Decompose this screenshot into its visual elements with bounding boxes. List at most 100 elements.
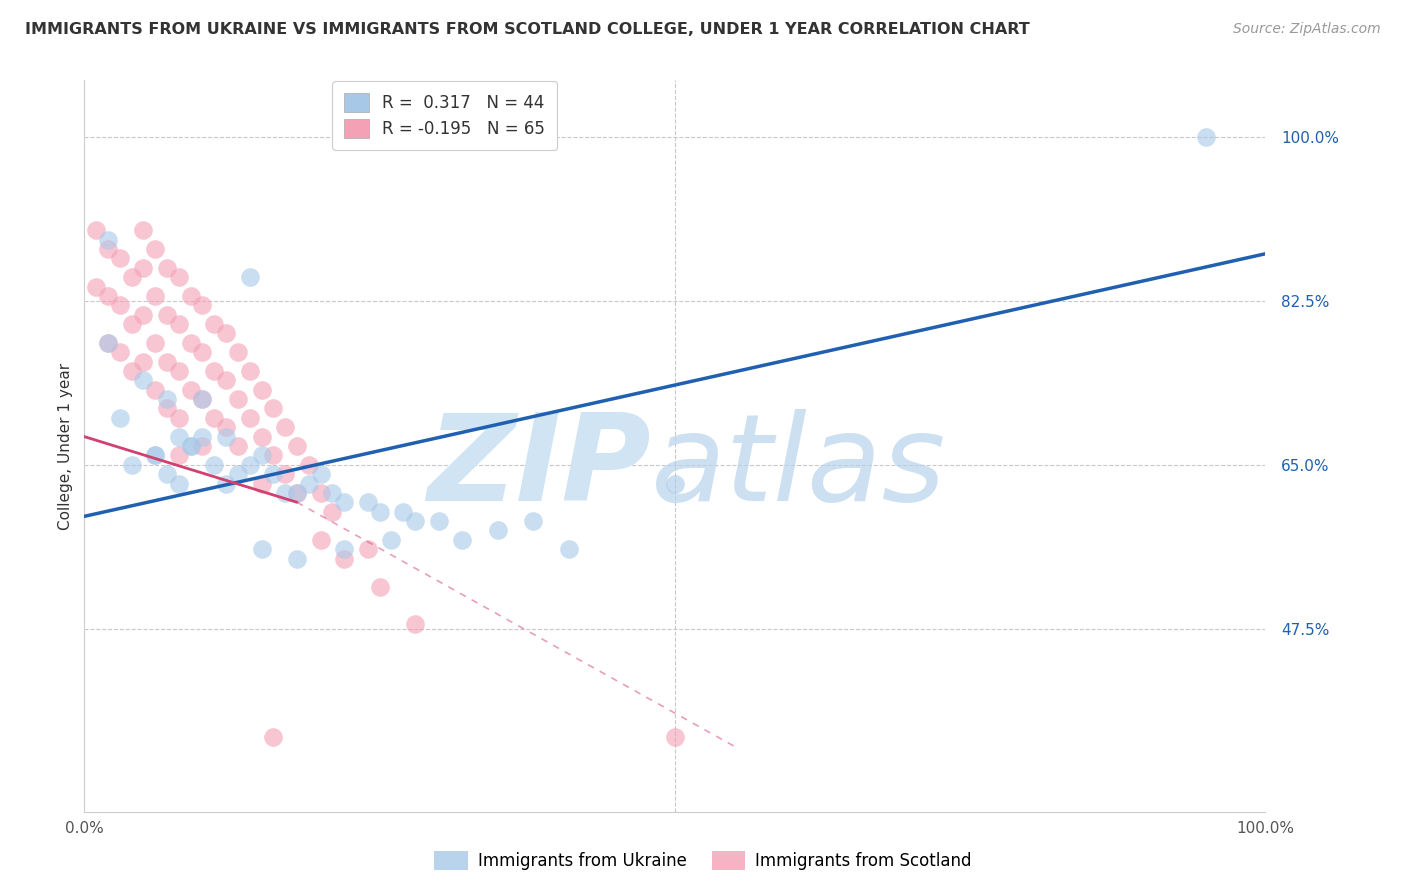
Text: Source: ZipAtlas.com: Source: ZipAtlas.com bbox=[1233, 22, 1381, 37]
Point bbox=[250, 449, 273, 463]
Point bbox=[226, 345, 249, 359]
Y-axis label: College, Under 1 year: College, Under 1 year bbox=[58, 362, 73, 530]
Point bbox=[108, 298, 131, 312]
Point bbox=[215, 429, 238, 443]
Point bbox=[191, 345, 214, 359]
Point bbox=[557, 542, 579, 557]
Point bbox=[97, 335, 120, 350]
Point bbox=[156, 392, 179, 406]
Point bbox=[132, 223, 155, 237]
Point bbox=[664, 476, 686, 491]
Point bbox=[262, 730, 284, 744]
Text: ZIP: ZIP bbox=[427, 409, 651, 526]
Point bbox=[121, 458, 143, 472]
Point bbox=[250, 542, 273, 557]
Point bbox=[156, 354, 179, 368]
Point bbox=[191, 298, 214, 312]
Point bbox=[664, 730, 686, 744]
Point bbox=[239, 270, 262, 285]
Point bbox=[167, 449, 190, 463]
Point bbox=[392, 505, 415, 519]
Point bbox=[108, 252, 131, 266]
Legend: Immigrants from Ukraine, Immigrants from Scotland: Immigrants from Ukraine, Immigrants from… bbox=[427, 844, 979, 877]
Point bbox=[226, 467, 249, 482]
Point bbox=[404, 617, 426, 632]
Point bbox=[486, 524, 509, 538]
Point bbox=[451, 533, 474, 547]
Point bbox=[84, 223, 107, 237]
Point bbox=[226, 392, 249, 406]
Point bbox=[522, 514, 544, 528]
Legend: R =  0.317   N = 44, R = -0.195   N = 65: R = 0.317 N = 44, R = -0.195 N = 65 bbox=[332, 81, 557, 150]
Point bbox=[191, 392, 214, 406]
Point bbox=[108, 345, 131, 359]
Point bbox=[309, 533, 332, 547]
Point bbox=[191, 429, 214, 443]
Point bbox=[97, 335, 120, 350]
Point bbox=[167, 476, 190, 491]
Point bbox=[1195, 129, 1218, 144]
Point bbox=[239, 364, 262, 378]
Point bbox=[167, 429, 190, 443]
Point bbox=[202, 458, 225, 472]
Point bbox=[97, 242, 120, 256]
Point bbox=[202, 410, 225, 425]
Point bbox=[333, 495, 356, 509]
Point bbox=[274, 420, 297, 434]
Point bbox=[167, 410, 190, 425]
Point bbox=[285, 486, 308, 500]
Point bbox=[121, 270, 143, 285]
Point bbox=[215, 373, 238, 387]
Point bbox=[285, 486, 308, 500]
Point bbox=[156, 308, 179, 322]
Point bbox=[97, 233, 120, 247]
Point bbox=[368, 505, 391, 519]
Point bbox=[309, 467, 332, 482]
Point bbox=[156, 467, 179, 482]
Point bbox=[239, 410, 262, 425]
Point bbox=[143, 289, 166, 303]
Point bbox=[404, 514, 426, 528]
Point bbox=[250, 429, 273, 443]
Point bbox=[239, 458, 262, 472]
Point bbox=[285, 551, 308, 566]
Point bbox=[156, 401, 179, 416]
Point bbox=[167, 364, 190, 378]
Point bbox=[132, 308, 155, 322]
Point bbox=[121, 317, 143, 331]
Point bbox=[143, 335, 166, 350]
Point bbox=[202, 317, 225, 331]
Point bbox=[321, 486, 343, 500]
Point bbox=[202, 364, 225, 378]
Point bbox=[156, 260, 179, 275]
Point bbox=[309, 486, 332, 500]
Point bbox=[215, 420, 238, 434]
Point bbox=[298, 476, 321, 491]
Point bbox=[108, 410, 131, 425]
Point bbox=[132, 354, 155, 368]
Point bbox=[262, 467, 284, 482]
Point bbox=[262, 401, 284, 416]
Point bbox=[285, 439, 308, 453]
Point bbox=[143, 242, 166, 256]
Text: IMMIGRANTS FROM UKRAINE VS IMMIGRANTS FROM SCOTLAND COLLEGE, UNDER 1 YEAR CORREL: IMMIGRANTS FROM UKRAINE VS IMMIGRANTS FR… bbox=[25, 22, 1031, 37]
Point bbox=[333, 551, 356, 566]
Point bbox=[215, 326, 238, 341]
Point bbox=[333, 542, 356, 557]
Point bbox=[167, 270, 190, 285]
Point bbox=[380, 533, 402, 547]
Point bbox=[357, 542, 380, 557]
Point bbox=[180, 335, 202, 350]
Point bbox=[357, 495, 380, 509]
Point bbox=[427, 514, 450, 528]
Point bbox=[180, 289, 202, 303]
Point bbox=[321, 505, 343, 519]
Point bbox=[97, 289, 120, 303]
Point bbox=[121, 364, 143, 378]
Point bbox=[180, 383, 202, 397]
Point bbox=[250, 383, 273, 397]
Point bbox=[274, 486, 297, 500]
Point bbox=[226, 439, 249, 453]
Point bbox=[167, 317, 190, 331]
Point bbox=[84, 279, 107, 293]
